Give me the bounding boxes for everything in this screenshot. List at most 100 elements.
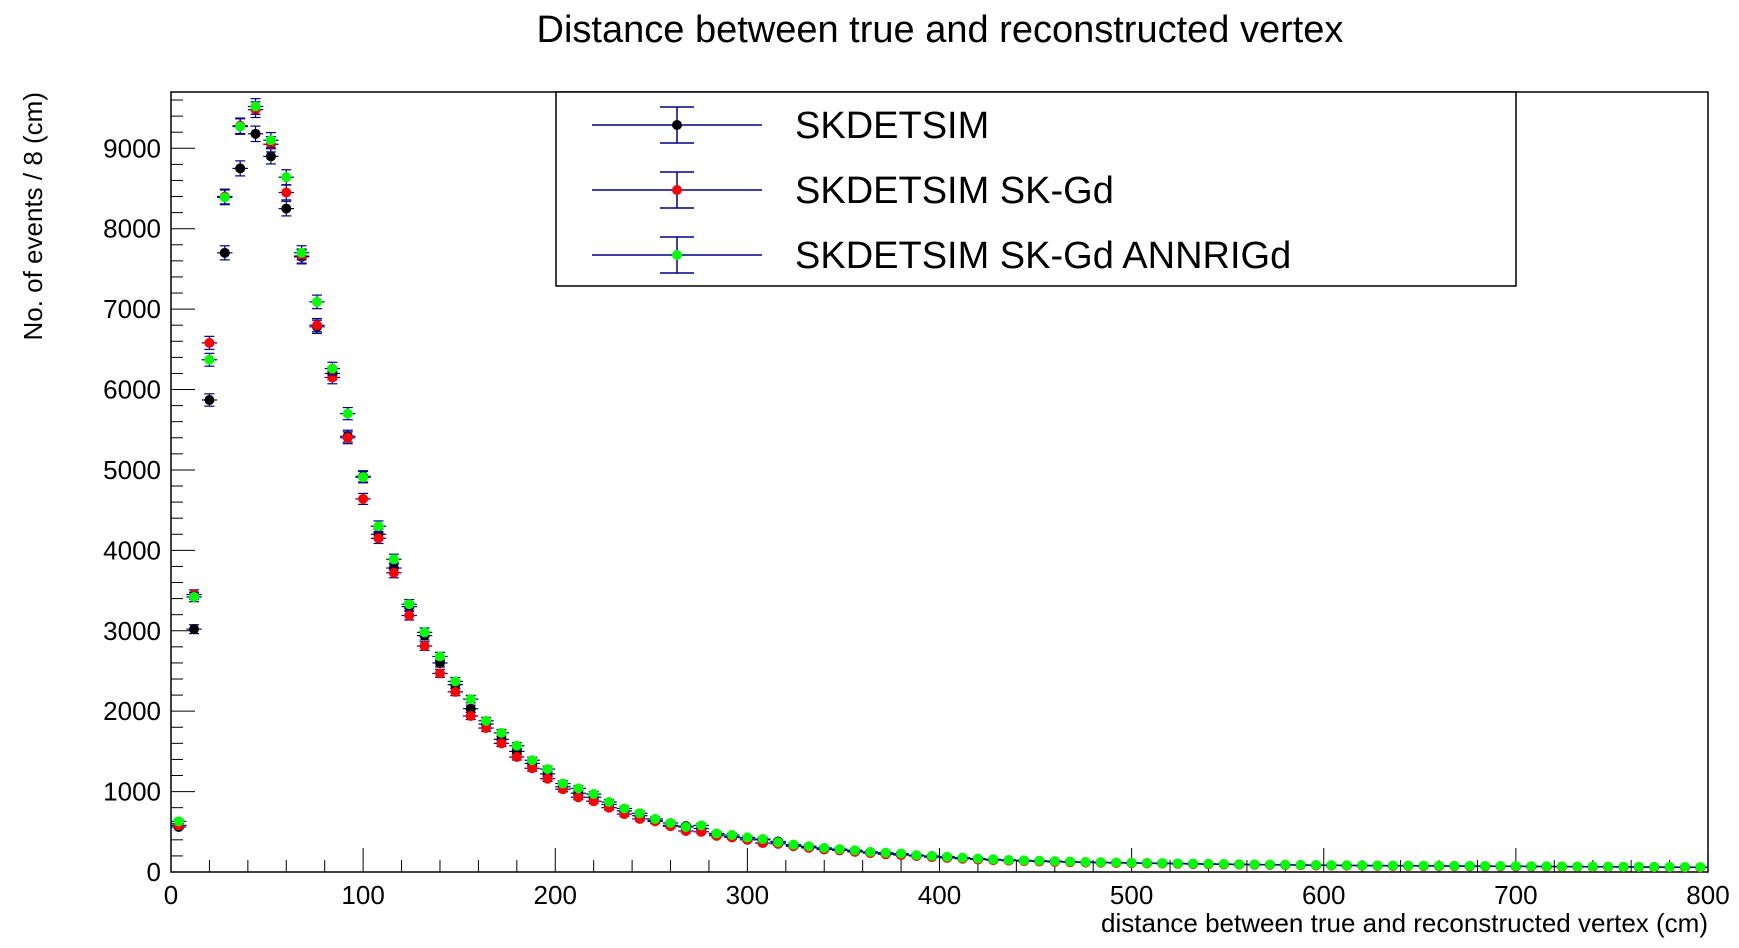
data-point — [496, 727, 507, 738]
data-point — [1695, 862, 1706, 873]
data-point — [1065, 856, 1076, 867]
data-point — [972, 853, 983, 864]
data-point — [1418, 860, 1429, 871]
x-tick-label: 800 — [1686, 880, 1729, 910]
series-3 — [171, 98, 1708, 873]
data-point — [1480, 860, 1491, 871]
legend: SKDETSIM SKDETSIM SK-Gd SKDETSIM SK-Gd ANN… — [555, 91, 1517, 287]
legend-entry-3: SKDETSIM SK-Gd ANNRIGd — [592, 235, 1291, 277]
data-point — [1618, 861, 1629, 872]
data-point — [1080, 856, 1091, 867]
data-point — [312, 296, 323, 307]
legend-label: SKDETSIM — [795, 105, 989, 147]
data-point — [1280, 859, 1291, 870]
data-point — [1203, 858, 1214, 869]
data-point — [358, 493, 369, 504]
data-point — [1541, 861, 1552, 872]
data-point — [1495, 861, 1506, 872]
y-tick-label: 5000 — [103, 455, 161, 485]
data-point — [1234, 859, 1245, 870]
data-point — [634, 808, 645, 819]
data-point — [1572, 861, 1583, 872]
data-point — [1341, 860, 1352, 871]
data-point — [1141, 857, 1152, 868]
data-point — [342, 408, 353, 419]
data-point — [742, 832, 753, 843]
legend-marker — [672, 185, 682, 195]
x-tick-label: 500 — [1110, 880, 1153, 910]
data-point — [250, 101, 261, 112]
data-point — [250, 128, 261, 139]
data-point — [1326, 860, 1337, 871]
x-tick-label: 600 — [1302, 880, 1345, 910]
data-point — [1649, 861, 1660, 872]
series-layer — [171, 98, 1708, 873]
data-point — [1510, 861, 1521, 872]
data-point — [865, 846, 876, 857]
data-point — [496, 738, 507, 749]
data-point — [296, 247, 307, 258]
data-point — [1633, 861, 1644, 872]
data-point — [803, 841, 814, 852]
y-tick-label: 0 — [147, 857, 161, 887]
x-tick-label: 100 — [341, 880, 384, 910]
data-point — [1587, 861, 1598, 872]
data-point — [419, 627, 430, 638]
data-point — [465, 711, 476, 721]
data-point — [573, 783, 584, 794]
data-point — [1403, 860, 1414, 871]
legend-label: SKDETSIM SK-Gd — [795, 170, 1114, 212]
data-point — [588, 796, 599, 807]
data-point — [388, 567, 399, 578]
data-point — [281, 203, 292, 214]
y-tick-label: 8000 — [103, 214, 161, 244]
data-point — [281, 187, 292, 198]
data-point — [204, 337, 215, 348]
data-point — [419, 641, 430, 652]
data-point — [926, 850, 937, 861]
data-point — [1003, 854, 1014, 865]
data-point — [557, 778, 568, 789]
data-point — [880, 847, 891, 858]
data-point — [819, 842, 830, 853]
x-axis-label: distance between true and reconstructed … — [1101, 908, 1708, 938]
chart-title: Distance between true and reconstructed … — [537, 9, 1344, 51]
x-axis-ticks: 0 100 200 300 400 500 600 700 800 — [164, 848, 1730, 910]
data-point — [1556, 861, 1567, 872]
legend-entry-2: SKDETSIM SK-Gd — [592, 170, 1114, 212]
data-point — [542, 764, 553, 775]
data-point — [312, 320, 323, 331]
data-point — [1664, 861, 1675, 872]
y-tick-label: 7000 — [103, 294, 161, 324]
data-point — [1464, 860, 1475, 871]
y-tick-label: 9000 — [103, 133, 161, 163]
data-point — [373, 521, 384, 532]
data-point — [696, 820, 707, 831]
data-point — [189, 624, 200, 635]
data-point — [757, 834, 768, 845]
y-tick-label: 6000 — [103, 375, 161, 405]
data-point — [1434, 860, 1445, 871]
data-point — [957, 852, 968, 863]
data-point — [235, 121, 246, 132]
data-point — [588, 789, 599, 799]
data-point — [727, 830, 738, 841]
data-point — [465, 694, 476, 705]
data-point — [265, 135, 276, 146]
data-point — [773, 837, 784, 848]
data-point — [511, 740, 522, 751]
data-point — [988, 854, 999, 865]
data-point — [1449, 860, 1460, 871]
data-point — [204, 394, 215, 405]
data-point — [680, 821, 691, 832]
x-tick-label: 0 — [164, 880, 178, 910]
data-point — [235, 163, 246, 174]
y-tick-label: 2000 — [103, 696, 161, 726]
legend-entries: SKDETSIM SKDETSIM SK-Gd SKDETSIM SK-Gd ANN… — [592, 105, 1291, 277]
legend-marker — [672, 120, 682, 130]
x-tick-label: 700 — [1494, 880, 1537, 910]
data-point — [542, 773, 553, 784]
data-point — [834, 844, 845, 855]
data-point — [265, 151, 276, 162]
